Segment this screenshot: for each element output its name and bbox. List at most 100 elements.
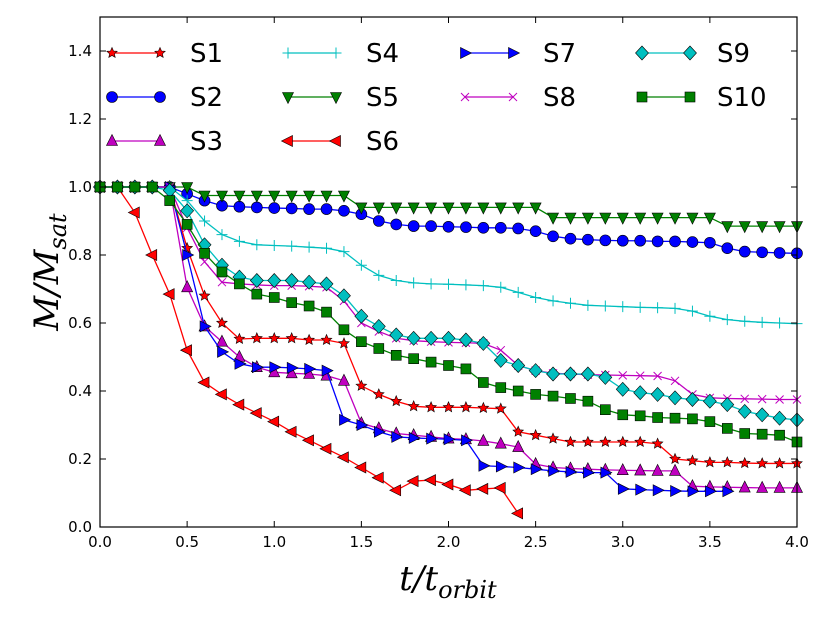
data-point: [477, 222, 490, 234]
data-point: [634, 301, 646, 313]
data-point: [458, 484, 471, 497]
data-point: [129, 181, 141, 193]
x-tick-label: 1.5: [349, 533, 373, 551]
data-point: [251, 201, 263, 214]
data-point: [511, 507, 524, 520]
data-point: [529, 428, 542, 441]
data-point: [739, 315, 751, 327]
legend-marker: [154, 133, 166, 146]
legend-marker: [282, 47, 294, 59]
data-point: [756, 480, 769, 493]
data-point: [600, 466, 613, 479]
data-point: [372, 215, 385, 227]
series-S6: [92, 181, 524, 520]
legend-marker: [508, 92, 518, 102]
data-point: [530, 292, 542, 303]
data-point: [547, 432, 560, 444]
data-point: [425, 202, 438, 215]
data-point: [616, 435, 629, 448]
data-point: [354, 308, 369, 324]
data-point: [756, 316, 768, 328]
data-point: [407, 202, 420, 215]
data-point: [285, 190, 298, 203]
data-point: [200, 257, 209, 267]
data-point: [268, 202, 281, 214]
data-point: [406, 475, 419, 488]
legend-marker: [106, 133, 118, 146]
data-point: [738, 456, 751, 469]
data-point: [564, 297, 576, 309]
data-point: [530, 463, 543, 476]
data-point: [339, 413, 352, 426]
data-point: [338, 324, 350, 336]
legend-label: S2: [190, 83, 223, 113]
data-point: [635, 483, 648, 496]
data-point: [634, 234, 646, 247]
data-point: [199, 248, 210, 259]
data-point: [703, 212, 716, 225]
data-point: [181, 280, 194, 293]
series-S5: [94, 182, 803, 234]
data-point: [669, 463, 682, 476]
data-point: [301, 434, 314, 447]
data-point: [685, 392, 700, 407]
data-point: [737, 403, 752, 419]
data-point: [371, 318, 386, 334]
data-point: [127, 206, 140, 219]
legend-label: S5: [366, 83, 399, 113]
data-point: [267, 415, 280, 428]
data-point: [443, 433, 456, 446]
data-point: [721, 456, 734, 468]
data-point: [408, 353, 419, 365]
data-point: [337, 190, 350, 203]
data-point: [477, 280, 489, 292]
data-point: [234, 278, 245, 290]
data-point: [740, 394, 750, 404]
data-point: [199, 320, 212, 333]
data-point: [408, 277, 420, 289]
data-point: [513, 461, 526, 474]
data-point: [495, 382, 507, 393]
data-point: [390, 394, 403, 407]
data-point: [775, 395, 784, 404]
x-tick-label: 0.5: [175, 533, 199, 551]
data-point: [704, 416, 716, 427]
data-point: [583, 466, 596, 479]
data-point: [198, 190, 211, 203]
data-point: [616, 234, 629, 247]
data-point: [651, 235, 664, 248]
data-point: [755, 407, 770, 423]
data-point: [336, 451, 349, 464]
data-point: [633, 385, 648, 401]
data-point: [565, 465, 578, 478]
data-point: [773, 221, 786, 234]
data-point: [321, 306, 332, 318]
legend-item-S10: S10: [636, 83, 767, 113]
data-point: [373, 269, 385, 281]
series-S2: [94, 181, 803, 260]
data-point: [303, 241, 315, 253]
data-point: [355, 259, 367, 271]
data-point: [529, 225, 542, 237]
x-tick-label: 3.5: [698, 533, 722, 551]
legend-marker: [508, 47, 521, 59]
data-point: [580, 366, 595, 382]
data-point: [669, 302, 681, 314]
legend-item-S2: S2: [106, 83, 223, 113]
data-point: [181, 182, 194, 195]
data-point: [197, 376, 210, 389]
data-point: [286, 240, 298, 252]
data-point: [286, 297, 297, 308]
data-point: [617, 409, 629, 421]
data-point: [617, 301, 629, 313]
series-S4: [94, 181, 803, 330]
data-point: [720, 397, 735, 413]
data-point: [617, 482, 630, 495]
data-point: [756, 457, 769, 469]
legend-label: S8: [543, 83, 576, 113]
legend-item-S3: S3: [106, 127, 223, 157]
legend-marker: [328, 135, 341, 147]
data-point: [635, 371, 645, 381]
data-point: [284, 425, 297, 438]
